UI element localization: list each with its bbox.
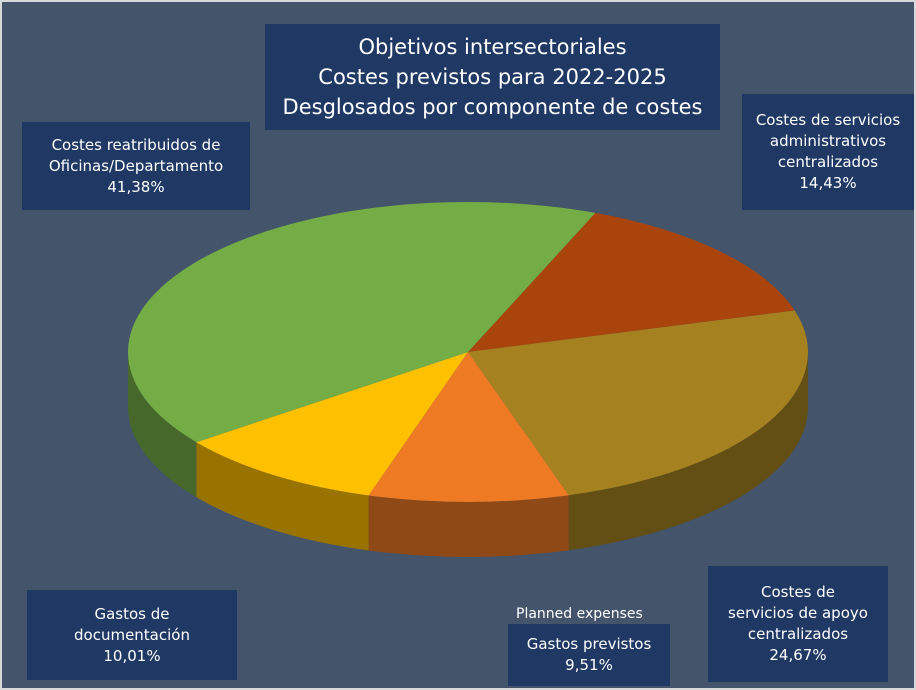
slice	[368, 352, 569, 502]
annotation: Planned expenses	[516, 606, 643, 622]
title-box: Objetivos intersectoriales Costes previs…	[265, 24, 720, 130]
data-label: Costes reatribuidos de Oficinas/Departam…	[22, 122, 250, 210]
category-label: Costes reatribuidos de Oficinas/Departam…	[48, 135, 224, 175]
category-label: Costes de servicios de apoyo centralizad…	[728, 583, 868, 643]
data-label: Costes de servicios de apoyo centralizad…	[708, 566, 888, 682]
slice-side	[368, 495, 569, 557]
value-label: 24,67%	[769, 646, 827, 664]
slice	[468, 310, 808, 496]
category-label: Gastos de documentación	[74, 604, 190, 644]
value-label: 14,43%	[799, 174, 857, 192]
category-label: Gastos previstos	[526, 635, 652, 653]
slice-side	[128, 352, 197, 498]
category-label: Costes de servicios administrativos cent…	[755, 111, 901, 171]
slice	[196, 352, 469, 496]
value-label: 10,01%	[103, 646, 161, 665]
data-label: Costes de servicios administrativos cent…	[742, 94, 914, 210]
data-label: Gastos previstos 9,51%	[508, 624, 670, 686]
slice-side	[568, 352, 808, 551]
slice	[468, 212, 795, 352]
slice-side	[196, 442, 369, 551]
data-label: Gastos de documentación 10,01%	[27, 590, 237, 680]
slice	[127, 202, 596, 443]
chart-title: Costes previstos para 2022-2025	[318, 65, 667, 89]
chart-title: Objetivos intersectoriales	[358, 35, 627, 59]
value-label: 9,51%	[565, 656, 613, 674]
chart-title: Desglosados por componente de costes	[282, 95, 703, 119]
value-label: 41,38%	[107, 177, 165, 196]
